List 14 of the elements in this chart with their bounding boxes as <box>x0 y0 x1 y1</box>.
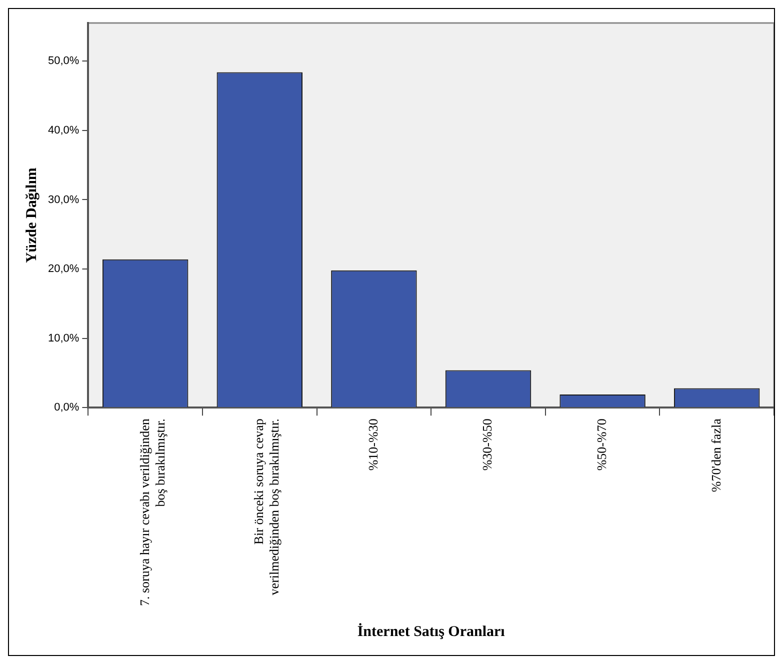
y-tick-label: 50,0% <box>48 55 80 68</box>
y-tick-label: 0,0% <box>54 402 80 414</box>
y-tick-label: 10,0% <box>48 332 80 344</box>
y-tick-label: 40,0% <box>48 124 80 136</box>
x-tick-label: 7. soruya hayır cevabı verildiğinden boş bırakılmıştır. <box>136 418 168 606</box>
y-tick-label: 20,0% <box>48 263 80 276</box>
x-axis-title: İnternet Satış Oranları <box>357 622 505 640</box>
y-tick-label: 30,0% <box>48 194 80 206</box>
y-axis-title: Yüzde Dağılım <box>24 167 40 264</box>
x-tick-label: %70'den fazla <box>708 418 724 492</box>
x-tick-label: %30-%50 <box>480 418 495 471</box>
x-tick-label: Bir önceki soruya cevap verilmediğinden boş bırakılmıştır. <box>251 418 282 596</box>
x-tick-label: %10-%30 <box>365 418 380 471</box>
x-tick-label: %50-%70 <box>594 418 609 471</box>
